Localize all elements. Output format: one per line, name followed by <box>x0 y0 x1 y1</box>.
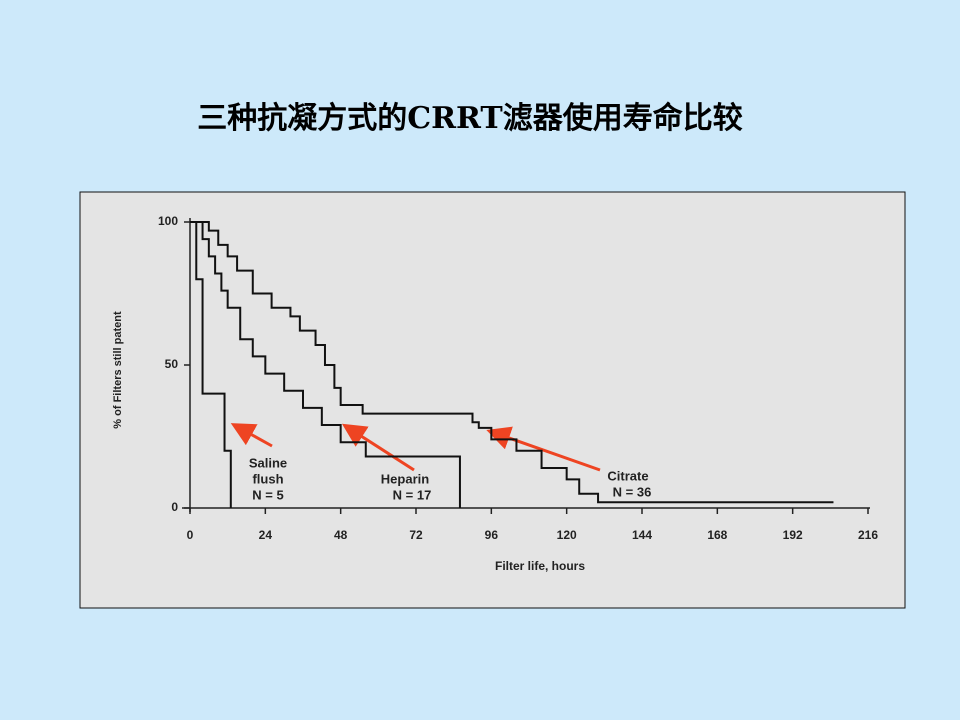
annotation: N = 17 <box>393 487 432 502</box>
arrow <box>341 423 415 472</box>
x-tick-label: 144 <box>632 528 652 542</box>
annotation: flush <box>252 471 283 486</box>
x-axis-label: Filter life, hours <box>495 559 585 573</box>
y-tick-label: 100 <box>158 214 178 228</box>
x-tick-label: 48 <box>334 528 348 542</box>
survival-curve <box>190 221 461 508</box>
arrow <box>486 426 601 472</box>
x-tick-label: 168 <box>707 528 727 542</box>
y-tick-label: 0 <box>171 500 178 514</box>
annotation: N = 36 <box>613 484 652 499</box>
chart-frame <box>79 191 906 609</box>
annotation: Saline <box>249 455 287 470</box>
annotation: Heparin <box>381 471 429 486</box>
annotation: N = 5 <box>252 487 283 502</box>
x-tick-label: 192 <box>783 528 803 542</box>
survival-curve <box>190 221 834 504</box>
x-tick-label: 96 <box>485 528 499 542</box>
y-axis-label: % of Filters still patent <box>112 311 124 429</box>
x-tick-label: 216 <box>858 528 878 542</box>
annotation: Citrate <box>607 468 648 483</box>
x-tick-label: 0 <box>187 528 194 542</box>
arrows <box>230 423 601 472</box>
slide-title: 三种抗凝方式的CRRT滤器使用寿命比较 <box>197 101 743 136</box>
survival-curve <box>190 221 232 508</box>
x-tick-label: 120 <box>557 528 577 542</box>
y-tick-label: 50 <box>165 357 179 371</box>
arrow <box>230 423 273 448</box>
x-tick-label: 72 <box>409 528 423 542</box>
x-tick-label: 24 <box>259 528 273 542</box>
